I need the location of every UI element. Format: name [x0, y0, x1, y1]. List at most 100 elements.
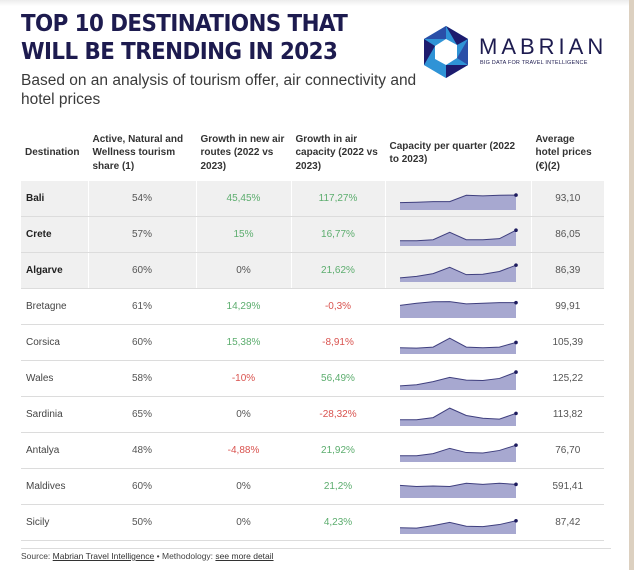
capacity-sparkline	[399, 369, 518, 390]
destination-cell: Maldives	[21, 468, 88, 505]
air-capacity-cell: -8,91%	[290, 324, 385, 361]
sparkline-end-dot	[514, 411, 518, 415]
footer: Source: Mabrian Travel Intelligence • Me…	[21, 548, 611, 561]
capacity-sparkline-cell	[384, 468, 531, 505]
share-cell: 58%	[87, 360, 196, 397]
share-cell: 54%	[87, 181, 196, 217]
sparkline-area	[400, 520, 516, 534]
capacity-sparkline-cell	[384, 252, 531, 289]
hotel-price-cell: 125,22	[530, 360, 604, 397]
sparkline-end-dot	[514, 192, 518, 197]
table-row: Algarve 60% 0% 21,62% 86,39	[21, 252, 604, 289]
col-header-capacity-quarter: Capacity per quarter (2022 to 2023)	[384, 125, 531, 181]
destination-cell: Bretagne	[21, 288, 88, 325]
sparkline-end-dot	[514, 227, 518, 232]
sparkline-line	[399, 519, 517, 529]
col-header-air-capacity: Growth in air capacity (2022 vs 2023)	[290, 125, 385, 181]
sparkline-area	[400, 371, 516, 390]
air-capacity-cell: 21,92%	[290, 432, 385, 469]
methodology-label: Methodology:	[162, 551, 214, 561]
sparkline-line	[399, 337, 517, 349]
air-routes-cell: 14,29%	[195, 288, 291, 325]
sparkline-end-dot	[514, 482, 518, 486]
capacity-sparkline-cell	[384, 504, 531, 541]
capacity-sparkline	[400, 227, 518, 246]
capacity-sparkline-cell	[384, 216, 531, 253]
air-routes-cell: 45,45%	[195, 181, 291, 217]
sparkline-end-dot	[514, 340, 518, 344]
sparkline-area	[400, 194, 516, 210]
capacity-sparkline-cell	[384, 396, 531, 433]
sparkline-line	[399, 300, 516, 306]
sparkline-area	[400, 482, 516, 498]
air-capacity-cell: 16,77%	[290, 216, 385, 253]
destination-cell: Algarve	[21, 252, 88, 289]
methodology-link[interactable]: see more detail	[215, 551, 274, 561]
hotel-price-cell: 99,91	[530, 288, 604, 325]
air-capacity-cell: 21,62%	[290, 252, 385, 289]
capacity-sparkline	[399, 518, 518, 534]
share-cell: 57%	[87, 216, 196, 253]
page-title: TOP 10 DESTINATIONS THAT WILL BE TRENDIN…	[21, 11, 348, 65]
capacity-sparkline-cell	[384, 288, 531, 325]
logo-brand: MABRIAN	[479, 34, 608, 59]
sparkline-line	[399, 264, 517, 278]
table-row: Bali 54% 45,45% 117,27% 93,10	[21, 181, 604, 217]
sparkline-end-dot	[514, 300, 518, 304]
mabrian-logo: MABRIAN BIG DATA FOR TRAVEL INTELLIGENCE	[420, 24, 610, 80]
table-row: Sicily 50% 0% 4,23% 87,42	[21, 504, 604, 541]
table-row: Wales 58% -10% 56,49% 125,22	[21, 360, 604, 397]
destination-cell: Sicily	[21, 504, 88, 541]
air-capacity-cell: 56,49%	[290, 360, 385, 397]
destination-cell: Antalya	[21, 432, 88, 469]
capacity-sparkline-cell	[384, 432, 531, 469]
hexagon-logo-icon	[424, 26, 468, 78]
destinations-table: Destination Active, Natural and Wellness…	[21, 125, 604, 541]
col-header-air-routes: Growth in new air routes (2022 vs 2023)	[195, 125, 291, 181]
air-routes-cell: 0%	[195, 252, 291, 289]
hotel-price-cell: 93,10	[530, 181, 604, 217]
capacity-sparkline-cell	[384, 181, 531, 217]
source-link[interactable]: Mabrian Travel Intelligence	[52, 551, 155, 561]
destination-cell: Wales	[21, 360, 88, 397]
capacity-sparkline-cell	[384, 324, 531, 361]
sparkline-line	[400, 229, 517, 241]
capacity-sparkline	[399, 482, 518, 498]
capacity-sparkline	[399, 337, 518, 354]
air-routes-cell: 0%	[195, 468, 291, 505]
air-capacity-cell: 117,27%	[290, 181, 385, 217]
hotel-price-cell: 105,39	[530, 324, 604, 361]
capacity-sparkline-cell	[384, 360, 531, 397]
hotel-price-cell: 591,41	[530, 468, 604, 505]
sparkline-area	[400, 407, 516, 426]
separator: •	[156, 551, 160, 561]
page-subtitle: Based on an analysis of tourism offer, a…	[21, 72, 417, 108]
air-routes-cell: -4,88%	[195, 432, 291, 469]
sparkline-area	[400, 337, 516, 354]
air-capacity-cell: 21,2%	[290, 468, 385, 505]
table-row: Sardinia 65% 0% -28,32% 113,82	[21, 396, 604, 433]
source-label: Source:	[21, 551, 51, 561]
capacity-sparkline	[399, 262, 518, 282]
share-cell: 48%	[87, 432, 196, 469]
destination-cell: Crete	[21, 216, 88, 253]
hotel-price-cell: 86,39	[530, 252, 604, 289]
sparkline-area	[400, 264, 516, 282]
air-routes-cell: 0%	[195, 396, 291, 433]
share-cell: 60%	[87, 468, 196, 505]
sparkline-area	[400, 229, 516, 246]
capacity-sparkline	[399, 192, 518, 210]
air-routes-cell: 0%	[195, 504, 291, 541]
sparkline-end-dot	[514, 262, 518, 267]
hotel-price-cell: 86,05	[530, 216, 604, 253]
sparkline-line	[399, 482, 517, 487]
capacity-sparkline	[400, 407, 518, 426]
capacity-sparkline	[400, 442, 518, 462]
air-capacity-cell: 4,23%	[290, 504, 385, 541]
destination-cell: Bali	[21, 181, 88, 217]
table-row: Antalya 48% -4,88% 21,92% 76,70	[21, 432, 604, 469]
hotel-price-cell: 76,70	[530, 432, 604, 469]
col-header-destination: Destination	[25, 147, 80, 159]
share-cell: 65%	[87, 396, 196, 433]
sparkline-area	[400, 301, 516, 318]
